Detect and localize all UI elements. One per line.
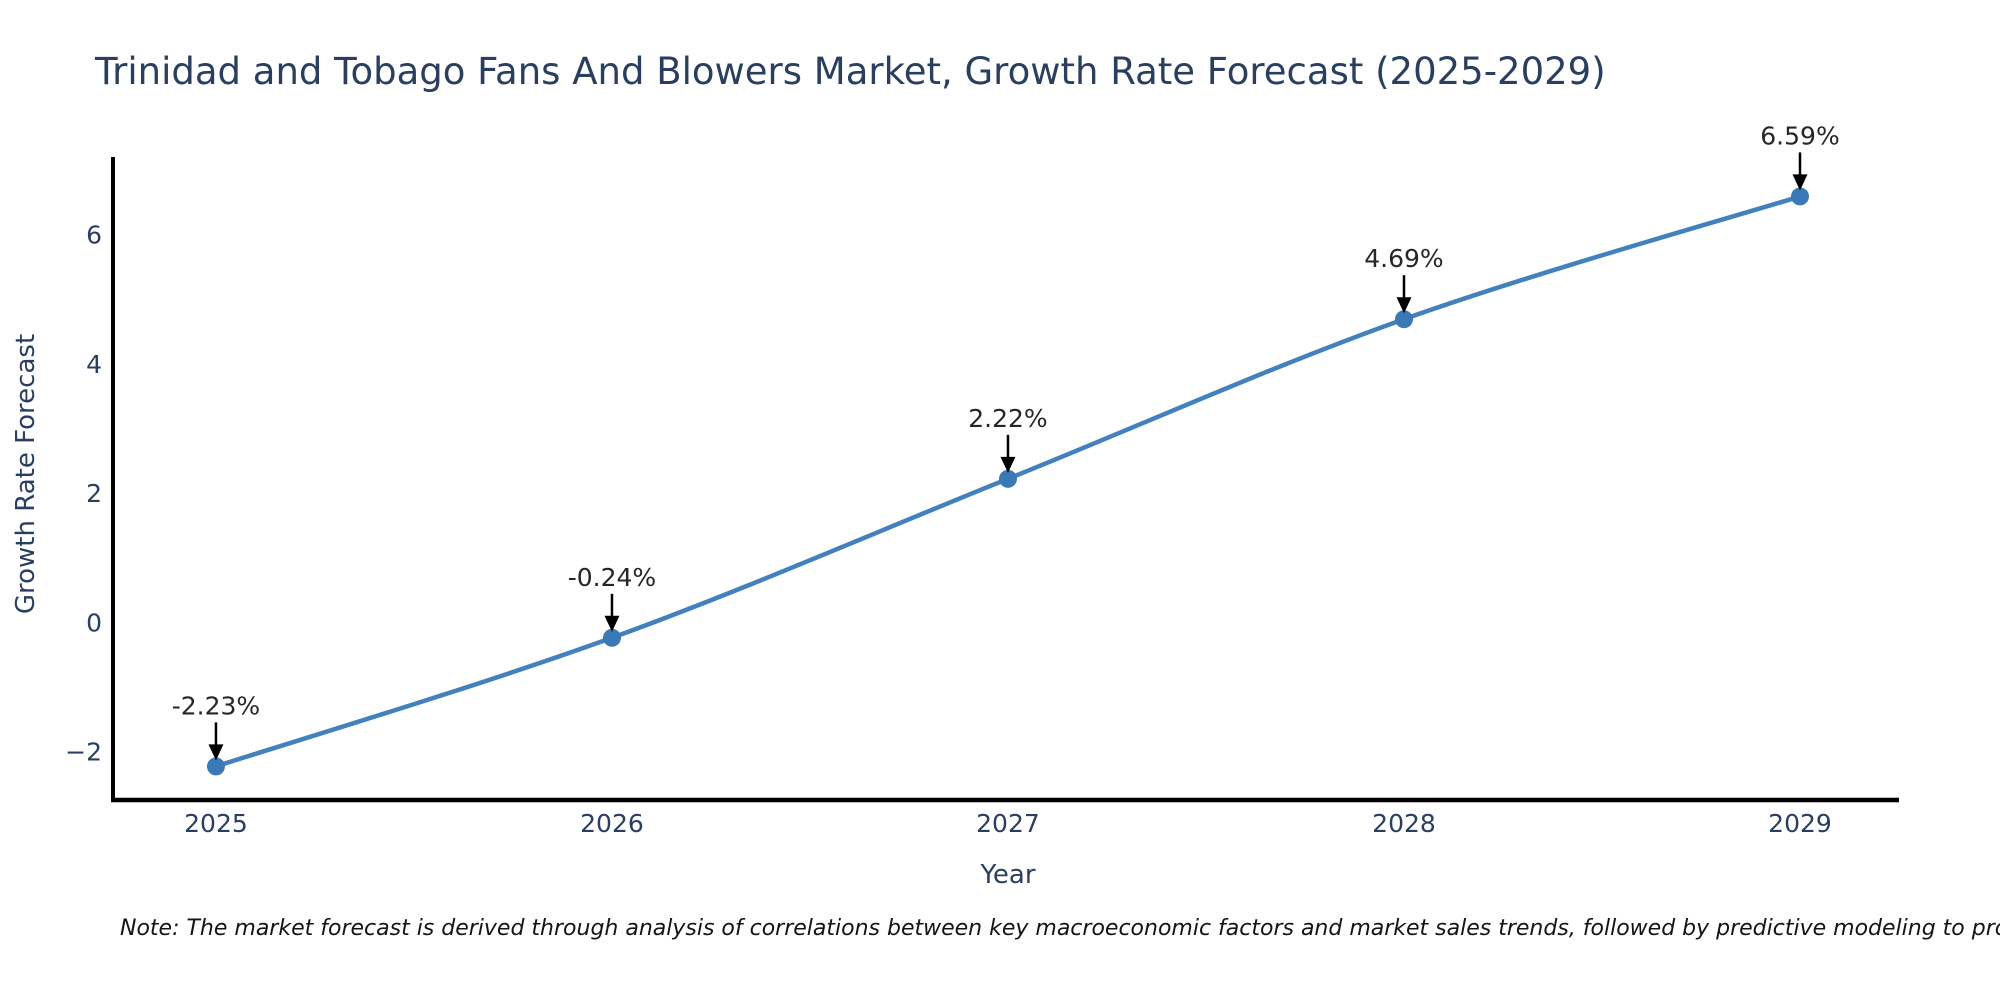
x-tick-label: 2026 xyxy=(580,809,644,838)
annotation-label: -0.24% xyxy=(568,563,656,592)
y-tick-label: 0 xyxy=(86,608,102,637)
x-tick-label: 2027 xyxy=(976,809,1040,838)
annotation-label: 2.22% xyxy=(968,404,1047,433)
annotation-label: 4.69% xyxy=(1364,244,1443,273)
annotation-arrowhead xyxy=(1396,297,1412,314)
y-tick-label: 2 xyxy=(86,479,102,508)
annotation-arrowhead xyxy=(604,615,620,632)
y-axis-title: Growth Rate Forecast xyxy=(11,334,41,614)
data-point-marker xyxy=(1394,310,1413,329)
annotation-arrowhead xyxy=(1792,174,1808,191)
data-point-marker xyxy=(206,757,225,776)
y-tick-label: −2 xyxy=(65,738,102,767)
y-tick-label: 6 xyxy=(86,221,102,250)
annotation-arrowhead xyxy=(208,744,224,761)
y-tick-label: 4 xyxy=(86,350,102,379)
x-tick-label: 2028 xyxy=(1372,809,1436,838)
x-tick-label: 2029 xyxy=(1768,809,1832,838)
annotation-arrowhead xyxy=(1000,456,1016,473)
data-point-marker xyxy=(1790,187,1809,206)
x-tick-label: 2025 xyxy=(184,809,248,838)
annotation-label: -2.23% xyxy=(172,691,260,720)
x-axis-title: Year xyxy=(979,860,1035,890)
data-point-marker xyxy=(998,469,1017,488)
chart-title: Trinidad and Tobago Fans And Blowers Mar… xyxy=(95,50,1606,93)
footnote: Note: The market forecast is derived thr… xyxy=(120,916,2000,941)
annotation-label: 6.59% xyxy=(1760,121,1839,150)
data-point-marker xyxy=(602,628,621,647)
